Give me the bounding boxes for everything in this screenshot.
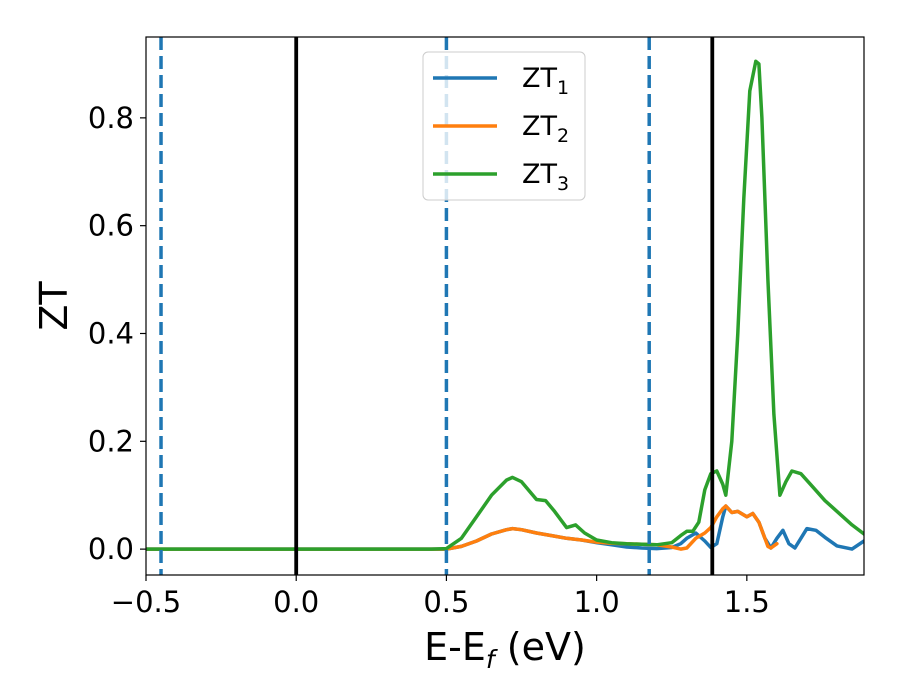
legend-label-sub: 1 <box>557 77 569 99</box>
legend-label-3: ZT3 <box>522 159 569 195</box>
x-tick-label: 0.0 <box>273 585 319 619</box>
reference-lines <box>159 37 715 575</box>
legend-label-2: ZT2 <box>522 111 569 147</box>
series-line-3 <box>146 59 864 551</box>
y-axis-label: ZT <box>32 281 76 331</box>
y-tick-label: 0.2 <box>88 424 134 458</box>
series-line-1 <box>146 504 864 551</box>
x-tick-label: 1.0 <box>574 585 620 619</box>
x-tick-label: −0.5 <box>111 585 181 619</box>
legend-label-main: ZT <box>522 111 557 142</box>
legend-label-main: ZT <box>522 63 557 94</box>
x-tick-label: 0.5 <box>423 585 469 619</box>
y-tick-label: 0.6 <box>88 209 134 243</box>
plot-frame <box>145 36 865 576</box>
legend-label-main: ZT <box>522 159 557 190</box>
y-tick-label: 0.8 <box>88 101 134 135</box>
y-tick-label: 0.0 <box>88 532 134 566</box>
legend-label-sub: 3 <box>557 173 569 195</box>
x-tick-label: 1.5 <box>724 585 770 619</box>
x-axis-label-unit: (eV) <box>495 625 586 669</box>
legend-box <box>422 51 586 201</box>
x-axis-label-main: E-E <box>424 625 486 669</box>
series-layer <box>146 59 864 551</box>
x-axis: −0.5 0.0 0.5 1.0 1.5 <box>111 575 770 619</box>
x-axis-label: E-Ef (eV) <box>424 625 586 674</box>
legend-label-sub: 2 <box>557 125 569 147</box>
legend-label-1: ZT1 <box>522 63 569 99</box>
y-tick-label: 0.4 <box>88 316 134 350</box>
y-axis: 0.0 0.2 0.4 0.6 0.8 <box>88 101 146 566</box>
